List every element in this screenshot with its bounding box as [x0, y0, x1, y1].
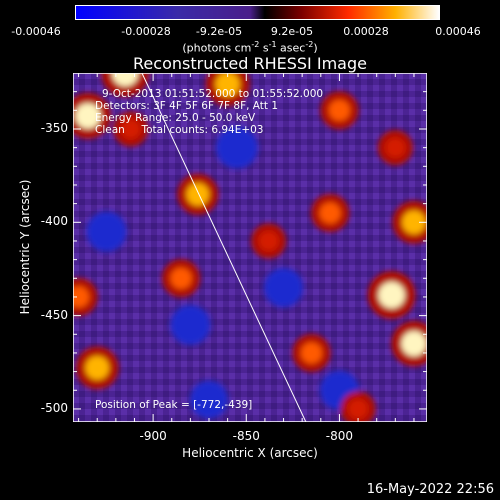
heatmap-hotspot-core — [121, 119, 141, 139]
heatmap-hotspot-core — [378, 282, 405, 309]
heatmap-hotspot-core — [301, 342, 322, 364]
colorbar-tick: -9.2e-05 — [195, 25, 243, 38]
heatmap-coldspot — [190, 380, 229, 419]
heatmap-hotspot-core — [186, 183, 210, 206]
colorbar-tick: 0.00028 — [343, 25, 389, 38]
heatmap-hotspot-core — [73, 286, 90, 308]
colorbar — [75, 5, 440, 20]
colorbar-tick: 0.00046 — [435, 25, 481, 38]
clean-counts-annotation: Clean Total counts: 6.94E+03 — [95, 124, 264, 136]
heatmap-coldspot — [263, 268, 304, 308]
colorbar-tick-labels: -0.00046 -0.00028 -9.2e-05 9.2e-05 0.000… — [0, 25, 500, 39]
y-tick-label: -350 — [40, 120, 68, 135]
heatmap-hotspot-core — [348, 399, 368, 419]
x-tick-label: -800 — [325, 429, 354, 443]
heatmap-hotspot-core — [259, 231, 279, 251]
heatmap-hotspot-core — [215, 73, 240, 97]
heatmap-coldspot — [215, 126, 258, 169]
x-tick-label: -850 — [232, 429, 260, 443]
y-tick-label: -400 — [40, 214, 68, 229]
heatmap-plot — [73, 73, 427, 422]
y-axis-label: Heliocentric Y (arcsec) — [18, 179, 32, 315]
time-range-annotation: 9-Oct-2013 01:51:52.000 to 01:55:52.000 — [102, 88, 324, 100]
heatmap-hotspot-core — [112, 73, 139, 87]
heatmap-hotspot-core — [401, 331, 427, 357]
x-axis-label: Heliocentric X (arcsec) — [182, 446, 318, 460]
heatmap-hotspot-core — [85, 356, 109, 380]
heatmap-hotspot-core — [319, 202, 341, 224]
colorbar-tick: -0.00028 — [121, 25, 171, 38]
timestamp-footer: 16-May-2022 22:56 — [366, 482, 494, 497]
heatmap-hotspot-core — [385, 138, 405, 158]
heatmap-hotspot-core — [328, 99, 350, 121]
x-tick-label: -900 — [139, 429, 167, 443]
colorbar-unit-label: (photons cm-2 s-1 asec-2) — [182, 40, 318, 55]
heatmap-hotspot-core — [170, 267, 192, 289]
y-tick-label: -500 — [40, 400, 68, 415]
solar-limb-line — [141, 73, 307, 422]
y-tick-label: -450 — [40, 307, 68, 322]
heatmap-hotspot-core — [402, 210, 426, 235]
detectors-annotation: Detectors: 3F 4F 5F 6F 7F 8F, Att 1 — [95, 100, 279, 112]
peak-position-annotation: Position of Peak = [-772,-439] — [95, 399, 253, 411]
heatmap-coldspot — [86, 211, 127, 252]
colorbar-tick: -0.00046 — [11, 25, 61, 38]
heatmap-coldspot — [170, 304, 211, 345]
chart-title: Reconstructed RHESSI Image — [133, 54, 367, 73]
colorbar-tick: 9.2e-05 — [270, 25, 314, 38]
heatmap-hotspot-core — [75, 103, 101, 129]
energy-range-annotation: Energy Range: 25.0 - 50.0 keV — [95, 112, 256, 124]
